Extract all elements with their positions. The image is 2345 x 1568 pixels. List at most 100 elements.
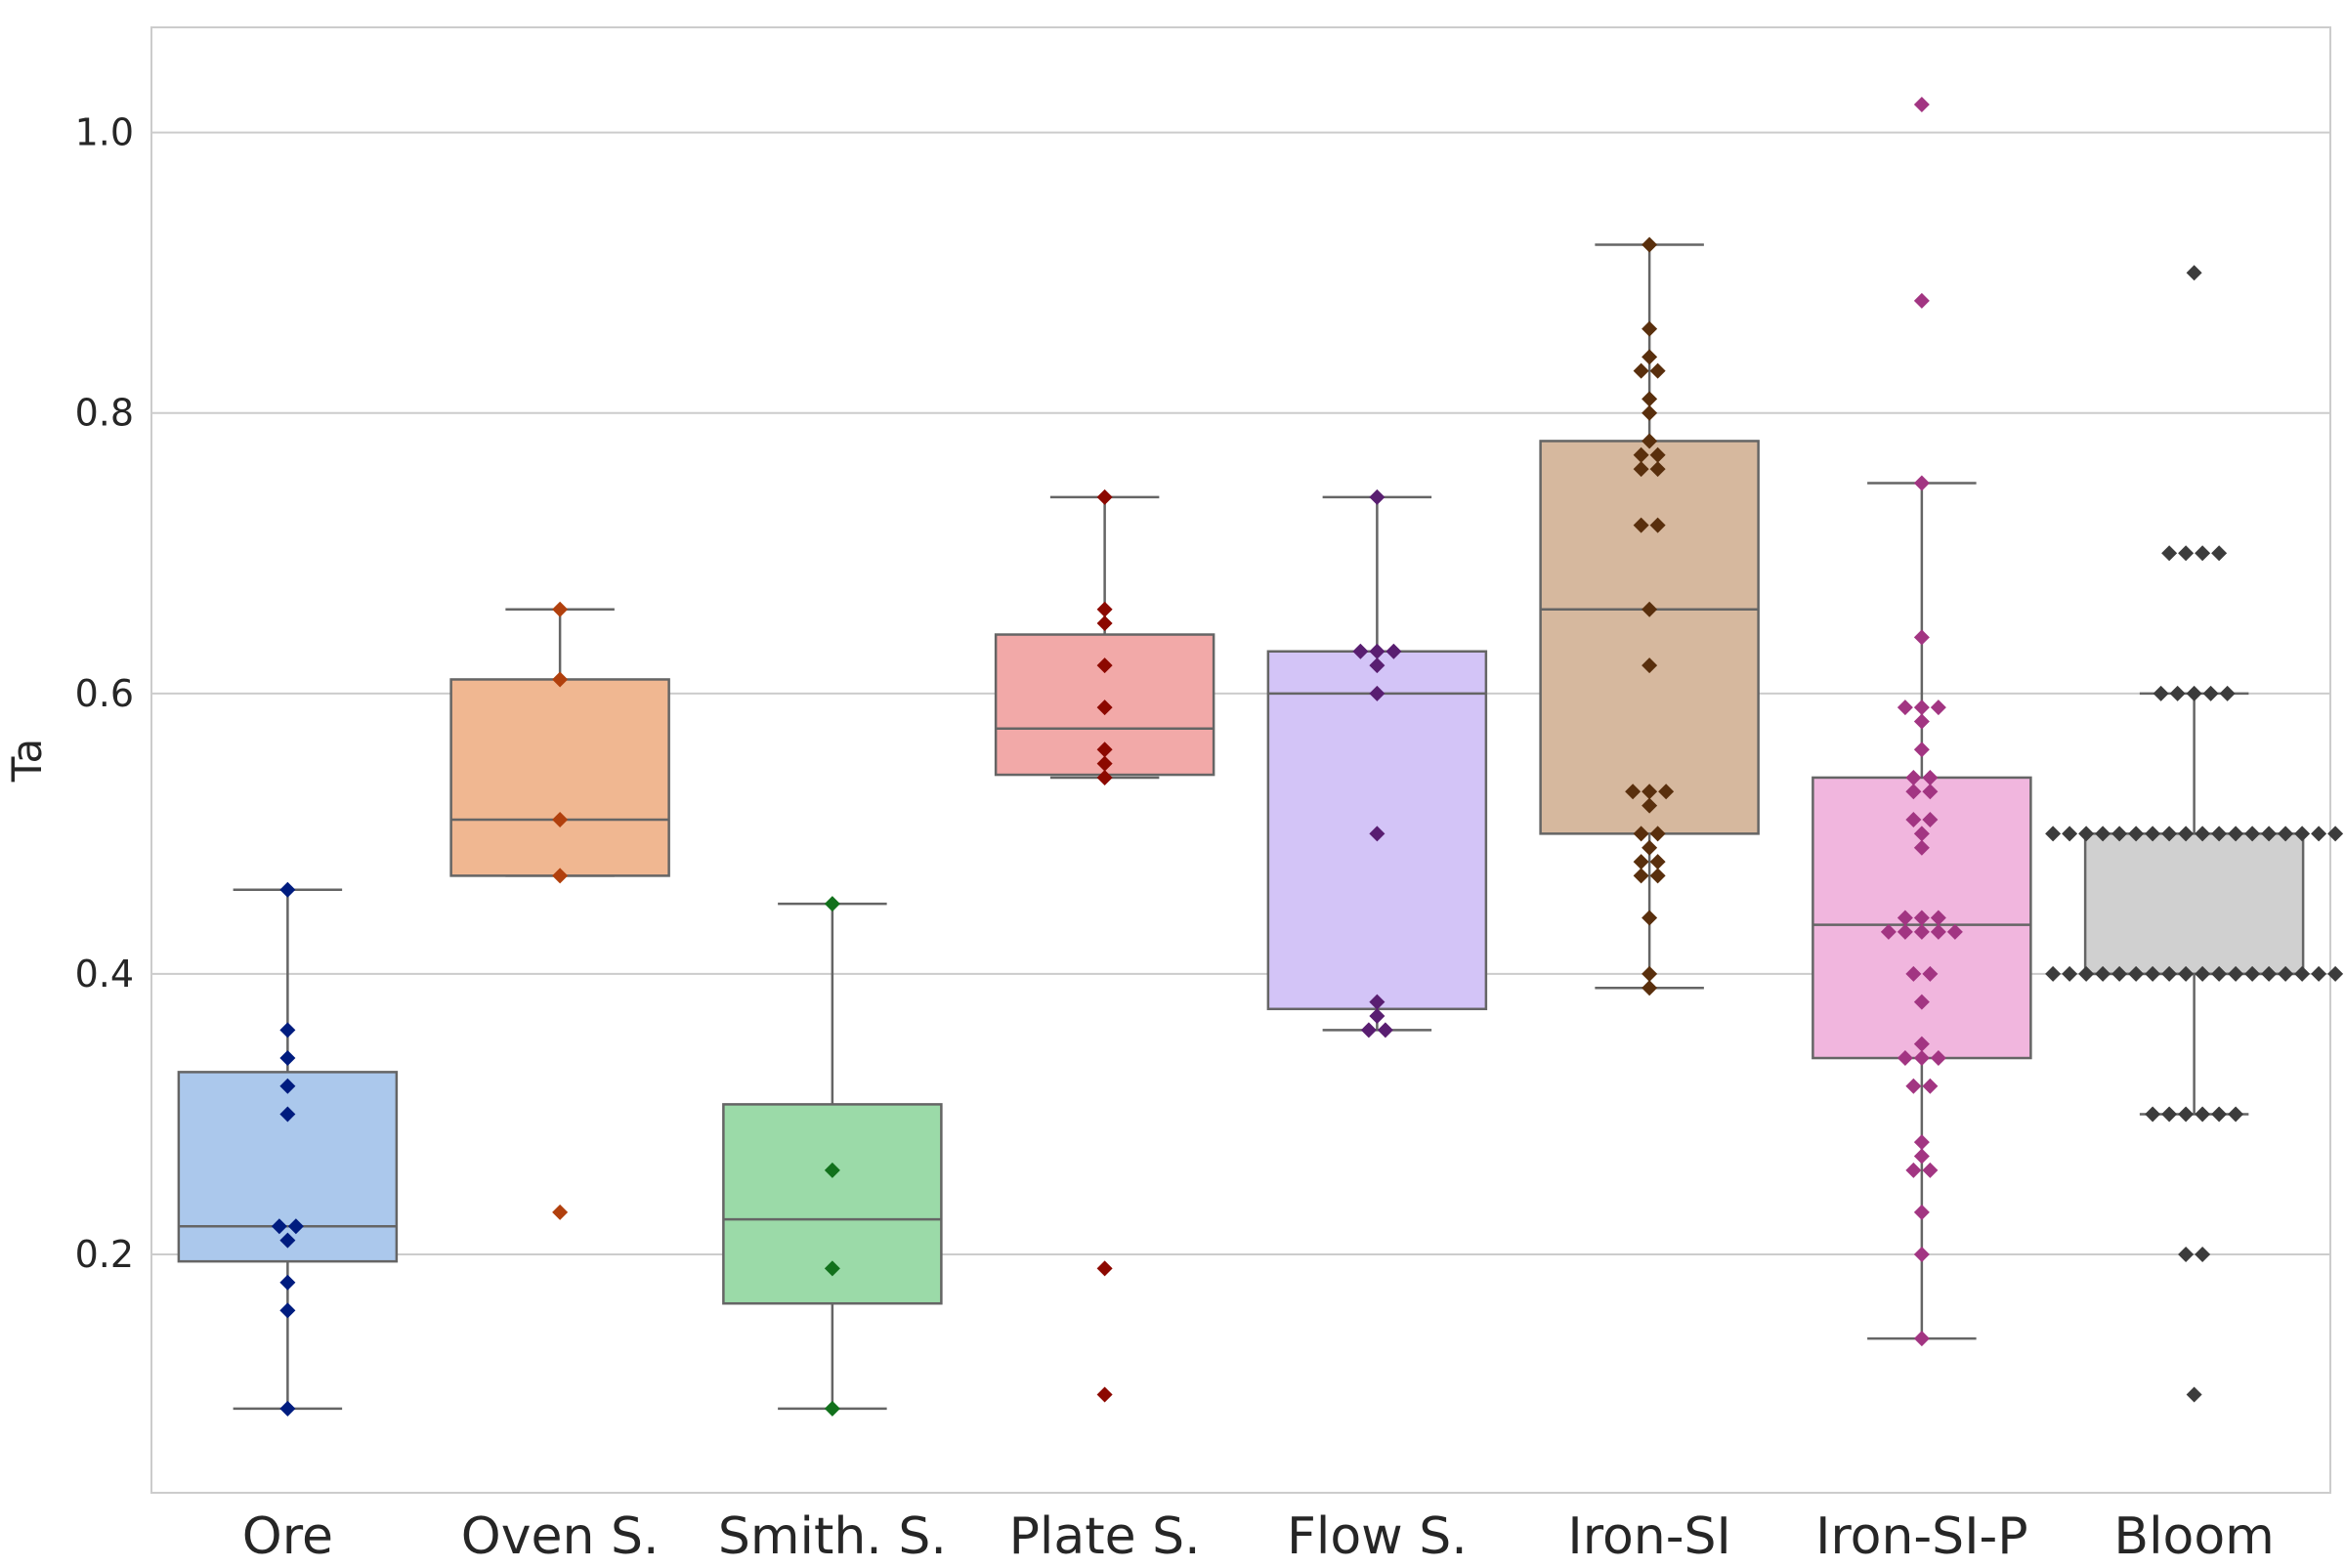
point-0-0.360-0 — [279, 1022, 295, 1038]
points-3 — [1097, 489, 1113, 1403]
box-group-2 — [723, 904, 941, 1409]
point-6-0.560-0 — [1914, 742, 1930, 757]
point-5-0.800-0 — [1642, 405, 1657, 421]
point-5-0.830-0 — [1634, 363, 1649, 379]
point-7-0.900-0 — [2187, 265, 2202, 280]
point-7-0.700-2 — [2195, 545, 2210, 561]
box-group-3 — [996, 497, 1214, 778]
point-3-0.660-0 — [1097, 602, 1113, 617]
point-7-0.100-0 — [2187, 1387, 2202, 1403]
point-7-0.300-3 — [2195, 1106, 2210, 1122]
point-7-0.400-0 — [2045, 966, 2061, 982]
point-6-0.640-0 — [1914, 629, 1930, 645]
x-tick-labels: Ore Oven S. Smith. S. Plate S. Flow S. Iron-S… — [242, 1507, 2275, 1563]
point-6-0.260-0 — [1905, 1163, 1921, 1178]
point-7-0.200-1 — [2195, 1247, 2210, 1262]
y-tick-label-2: 0.6 — [75, 672, 134, 715]
point-7-0.200-0 — [2178, 1247, 2194, 1262]
point-7-0.700-3 — [2211, 545, 2227, 561]
x-tick-label-1: Oven S. — [461, 1507, 660, 1563]
boxes — [179, 244, 2303, 1408]
point-6-0.320-1 — [1922, 1079, 1938, 1094]
point-7-0.600-0 — [2153, 686, 2169, 701]
y-tick-labels: 0.2 0.4 0.6 0.8 1.0 — [75, 111, 134, 1276]
point-0-0.180-0 — [279, 1275, 295, 1291]
point-7-0.300-0 — [2145, 1106, 2160, 1122]
point-7-0.500-16 — [2311, 826, 2326, 841]
point-6-0.750-0 — [1914, 476, 1930, 491]
point-6-0.590-1 — [1914, 699, 1930, 715]
point-7-0.700-0 — [2161, 545, 2177, 561]
box-1 — [451, 679, 669, 875]
points-6 — [1881, 97, 1963, 1346]
point-6-1.020-0 — [1914, 97, 1930, 112]
point-5-0.920-0 — [1642, 236, 1657, 252]
point-7-0.400-1 — [2062, 966, 2077, 982]
point-5-0.470-0 — [1634, 868, 1649, 883]
point-6-0.880-0 — [1914, 293, 1930, 309]
y-tick-label-3: 0.8 — [75, 392, 134, 435]
point-7-0.300-1 — [2161, 1106, 2177, 1122]
x-tick-label-2: Smith. S. — [718, 1507, 947, 1563]
point-6-0.590-0 — [1897, 699, 1913, 715]
point-6-0.270-0 — [1914, 1149, 1930, 1165]
point-1-0.660-0 — [552, 602, 568, 617]
point-7-0.600-4 — [2220, 686, 2236, 701]
point-4-0.740-0 — [1369, 489, 1385, 505]
x-tick-label-7: Bloom — [2113, 1507, 2274, 1563]
point-7-0.300-2 — [2178, 1106, 2194, 1122]
point-7-0.700-1 — [2178, 545, 2194, 561]
point-7-0.600-2 — [2187, 686, 2202, 701]
point-5-0.440-0 — [1642, 910, 1657, 925]
point-5-0.810-0 — [1642, 391, 1657, 406]
point-0-0.460-0 — [279, 882, 295, 898]
point-6-0.140-0 — [1914, 1331, 1930, 1346]
point-6-0.320-0 — [1905, 1079, 1921, 1094]
point-3-0.740-0 — [1097, 489, 1113, 505]
point-4-0.370-0 — [1369, 1008, 1385, 1024]
y-tick-label-4: 1.0 — [75, 111, 134, 154]
point-7-0.300-4 — [2211, 1106, 2227, 1122]
point-2-0.090-0 — [825, 1401, 840, 1417]
box-5 — [1541, 441, 1759, 833]
x-tick-label-6: Iron-SI-P — [1815, 1507, 2028, 1563]
x-tick-label-5: Iron-SI — [1567, 1507, 1730, 1563]
y-axis-label: Ta — [3, 739, 51, 783]
point-5-0.480-0 — [1634, 854, 1649, 869]
point-5-0.400-0 — [1642, 966, 1657, 982]
x-tick-label-4: Flow S. — [1287, 1507, 1468, 1563]
point-5-0.830-1 — [1650, 363, 1666, 379]
point-6-0.580-0 — [1914, 714, 1930, 730]
point-3-0.190-0 — [1097, 1260, 1113, 1276]
box-group-1 — [451, 610, 669, 876]
point-6-0.200-0 — [1914, 1247, 1930, 1262]
point-0-0.340-0 — [279, 1050, 295, 1066]
point-0-0.160-0 — [279, 1302, 295, 1318]
point-5-0.860-0 — [1642, 321, 1657, 337]
point-6-0.230-0 — [1914, 1205, 1930, 1220]
box-7 — [2085, 833, 2303, 974]
box-group-7 — [2085, 694, 2303, 1115]
point-3-0.100-0 — [1097, 1387, 1113, 1403]
y-tick-label-0: 0.2 — [75, 1233, 134, 1276]
point-4-0.360-0 — [1361, 1022, 1377, 1038]
point-5-0.470-1 — [1650, 868, 1666, 883]
box-group-0 — [179, 890, 397, 1409]
point-6-0.280-0 — [1914, 1134, 1930, 1150]
point-0-0.090-0 — [279, 1401, 295, 1417]
point-7-0.400-16 — [2311, 966, 2326, 982]
y-tick-label-1: 0.4 — [75, 953, 134, 996]
point-5-0.480-1 — [1650, 854, 1666, 869]
point-5-0.840-0 — [1642, 349, 1657, 364]
point-7-0.500-0 — [2045, 826, 2061, 841]
point-6-0.590-2 — [1931, 699, 1946, 715]
point-3-0.650-0 — [1097, 615, 1113, 631]
point-5-0.490-0 — [1642, 840, 1657, 856]
point-1-0.230-0 — [552, 1205, 568, 1220]
box-group-4 — [1268, 497, 1486, 1030]
point-2-0.450-0 — [825, 896, 840, 911]
x-tick-label-3: Plate S. — [1009, 1507, 1201, 1563]
point-6-0.260-1 — [1922, 1163, 1938, 1178]
